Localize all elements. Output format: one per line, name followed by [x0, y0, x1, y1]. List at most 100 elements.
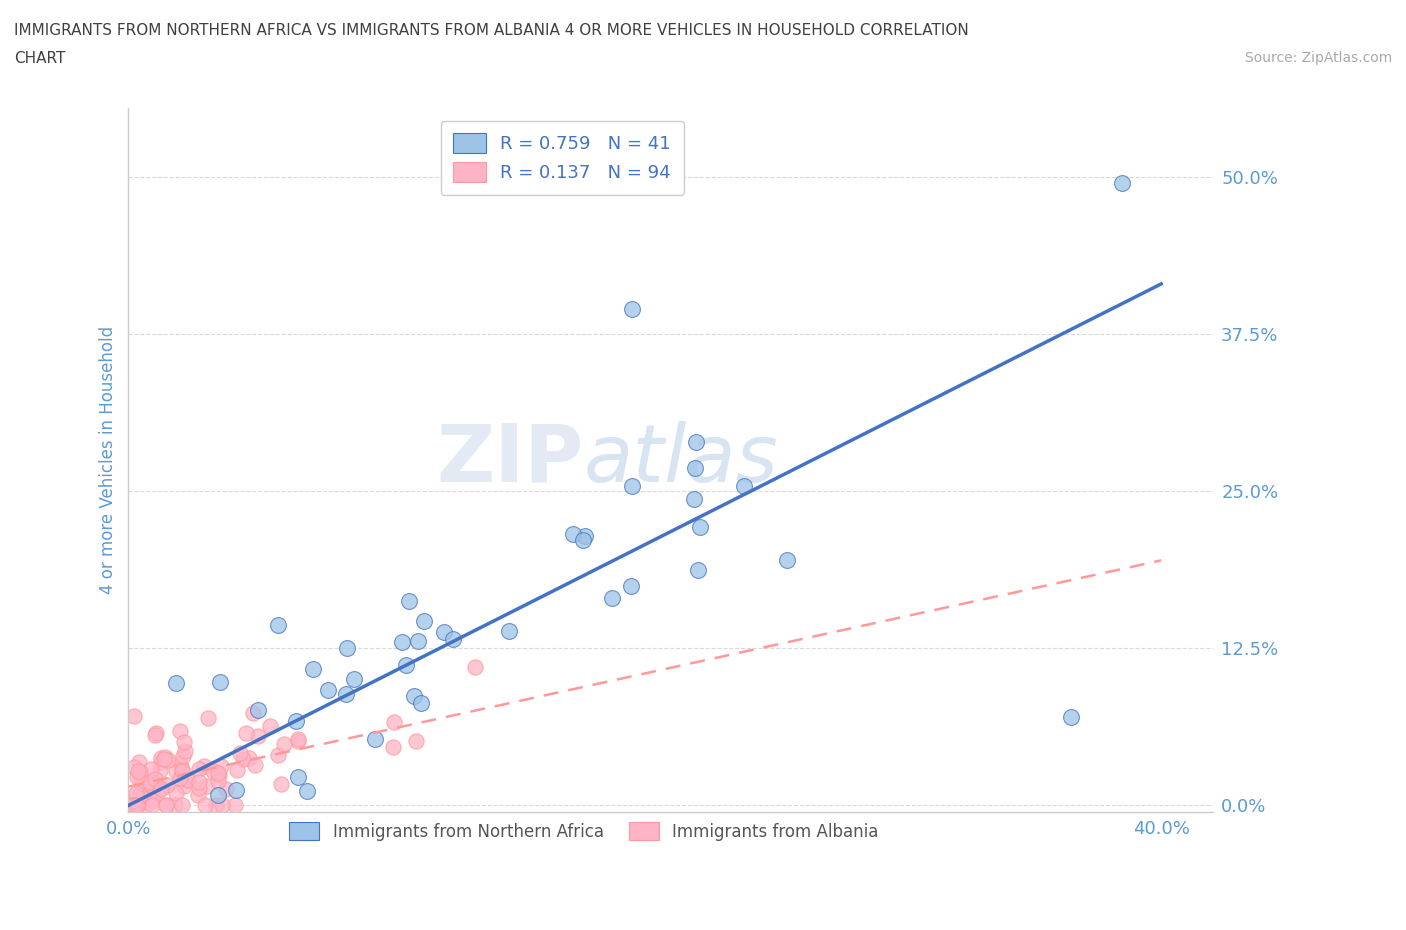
Point — [188, 775, 211, 790]
Point — [238, 751, 260, 765]
Point — [173, 735, 195, 750]
Text: Source: ZipAtlas.com: Source: ZipAtlas.com — [1244, 51, 1392, 65]
Point — [231, 751, 253, 766]
Point — [150, 754, 173, 769]
Point — [391, 634, 413, 649]
Point — [207, 765, 229, 780]
Point — [406, 633, 429, 648]
Point — [395, 658, 418, 672]
Point — [297, 784, 319, 799]
Point — [165, 764, 187, 778]
Point — [572, 533, 595, 548]
Point — [404, 689, 426, 704]
Point — [498, 623, 520, 638]
Point — [733, 479, 755, 494]
Point — [128, 788, 150, 803]
Point — [170, 798, 193, 813]
Point — [207, 788, 229, 803]
Point — [188, 781, 211, 796]
Point — [120, 798, 142, 813]
Point — [197, 711, 219, 726]
Point — [247, 728, 270, 743]
Point — [226, 763, 249, 777]
Point — [143, 727, 166, 742]
Point — [188, 761, 211, 776]
Point — [165, 786, 187, 801]
Point — [176, 773, 198, 788]
Point — [620, 301, 643, 316]
Point — [149, 780, 172, 795]
Legend: Immigrants from Northern Africa, Immigrants from Albania: Immigrants from Northern Africa, Immigra… — [281, 814, 887, 849]
Point — [153, 750, 176, 764]
Point — [193, 758, 215, 773]
Point — [128, 754, 150, 769]
Point — [259, 718, 281, 733]
Point — [173, 778, 195, 793]
Point — [398, 594, 420, 609]
Text: CHART: CHART — [14, 51, 66, 66]
Point — [129, 772, 152, 787]
Point — [142, 793, 165, 808]
Point — [683, 492, 706, 507]
Point — [689, 520, 711, 535]
Point — [205, 798, 228, 813]
Point — [132, 776, 155, 790]
Point — [172, 761, 194, 776]
Point — [150, 782, 173, 797]
Point — [335, 686, 357, 701]
Point — [141, 777, 163, 792]
Point — [139, 762, 162, 777]
Point — [688, 563, 710, 578]
Point — [287, 732, 309, 747]
Point — [208, 768, 231, 783]
Point — [121, 798, 143, 813]
Point — [776, 553, 799, 568]
Point — [129, 765, 152, 780]
Point — [246, 702, 269, 717]
Y-axis label: 4 or more Vehicles in Household: 4 or more Vehicles in Household — [100, 326, 117, 594]
Point — [169, 724, 191, 738]
Point — [124, 798, 146, 813]
Text: IMMIGRANTS FROM NORTHERN AFRICA VS IMMIGRANTS FROM ALBANIA 4 OR MORE VEHICLES IN: IMMIGRANTS FROM NORTHERN AFRICA VS IMMIG… — [14, 23, 969, 38]
Point — [195, 778, 218, 793]
Point — [125, 786, 148, 801]
Point — [382, 740, 405, 755]
Point — [267, 618, 290, 632]
Point — [433, 625, 456, 640]
Point — [267, 747, 290, 762]
Point — [287, 769, 309, 784]
Point — [464, 660, 486, 675]
Point — [235, 725, 257, 740]
Point — [145, 785, 167, 800]
Point — [243, 758, 266, 773]
Point — [156, 777, 179, 792]
Point — [172, 764, 194, 778]
Point — [413, 614, 436, 629]
Point — [620, 578, 643, 593]
Point — [145, 725, 167, 740]
Point — [149, 763, 172, 777]
Text: atlas: atlas — [583, 421, 779, 498]
Point — [122, 759, 145, 774]
Point — [194, 798, 217, 813]
Point — [163, 798, 186, 813]
Point — [122, 798, 145, 813]
Point — [150, 751, 173, 766]
Point — [209, 758, 232, 773]
Point — [270, 777, 292, 791]
Point — [139, 775, 162, 790]
Point — [202, 764, 225, 779]
Point — [602, 591, 624, 605]
Point — [173, 743, 195, 758]
Point — [187, 787, 209, 802]
Point — [1111, 176, 1133, 191]
Point — [141, 798, 163, 813]
Point — [125, 785, 148, 800]
Point — [273, 737, 295, 751]
Point — [683, 461, 706, 476]
Point — [143, 771, 166, 786]
Point — [285, 714, 308, 729]
Point — [153, 751, 176, 766]
Point — [125, 798, 148, 813]
Point — [562, 526, 585, 541]
